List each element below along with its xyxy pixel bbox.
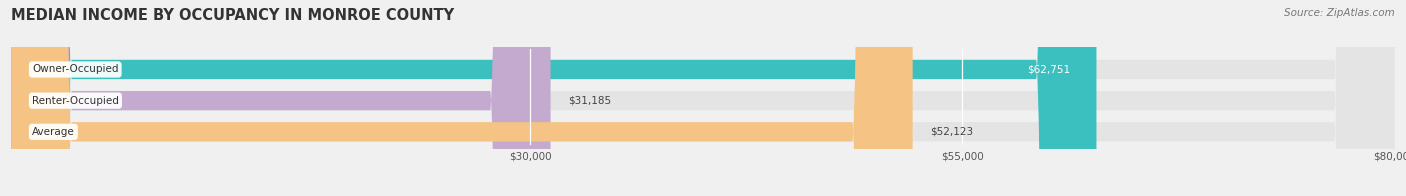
FancyBboxPatch shape (11, 0, 1395, 196)
Text: Source: ZipAtlas.com: Source: ZipAtlas.com (1284, 8, 1395, 18)
Text: Renter-Occupied: Renter-Occupied (32, 96, 120, 106)
Text: $31,185: $31,185 (568, 96, 612, 106)
FancyBboxPatch shape (11, 0, 551, 196)
Text: MEDIAN INCOME BY OCCUPANCY IN MONROE COUNTY: MEDIAN INCOME BY OCCUPANCY IN MONROE COU… (11, 8, 454, 23)
FancyBboxPatch shape (11, 0, 1097, 196)
Text: Average: Average (32, 127, 75, 137)
Text: $52,123: $52,123 (929, 127, 973, 137)
FancyBboxPatch shape (11, 0, 1395, 196)
Text: Owner-Occupied: Owner-Occupied (32, 64, 118, 74)
FancyBboxPatch shape (11, 0, 1395, 196)
Text: $62,751: $62,751 (1028, 64, 1070, 74)
FancyBboxPatch shape (11, 0, 912, 196)
